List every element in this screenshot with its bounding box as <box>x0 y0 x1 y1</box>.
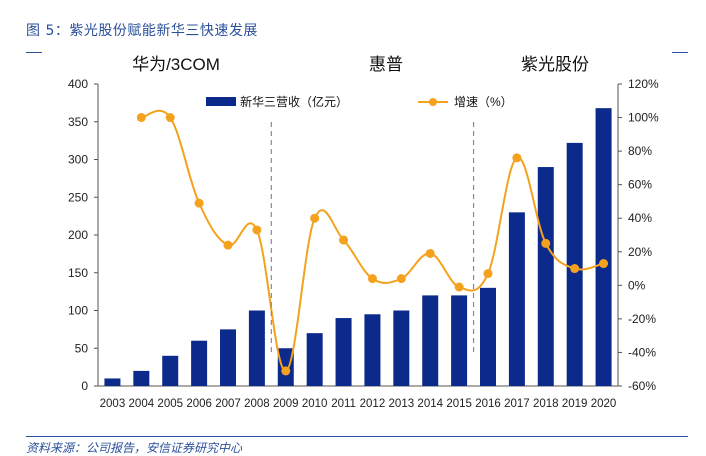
footer-rule <box>26 436 688 437</box>
title-rule-right <box>672 52 688 53</box>
revenue-bar <box>364 314 381 386</box>
revenue-bar <box>133 370 150 386</box>
growth-point <box>512 153 522 163</box>
title-rule <box>26 52 42 53</box>
y-right-tick-label: 60% <box>628 178 652 192</box>
y-right-tick-label: 120% <box>628 77 659 91</box>
x-tick-label: 2014 <box>417 398 443 410</box>
era-label: 惠普 <box>369 55 403 74</box>
annotations: 华为/3COM 惠普 紫光股份 <box>132 55 589 352</box>
line-series <box>136 109 609 376</box>
x-tick-label: 2003 <box>100 398 126 410</box>
growth-point <box>454 282 464 292</box>
growth-point <box>281 366 291 376</box>
growth-point <box>165 113 175 123</box>
x-tick-label: 2008 <box>244 398 270 410</box>
revenue-bar <box>162 355 179 386</box>
x-tick-label: 2004 <box>129 398 155 410</box>
y-left-tick-label: 100 <box>68 304 88 318</box>
x-tick-label: 2016 <box>475 398 501 410</box>
era-label: 紫光股份 <box>521 55 589 74</box>
x-tick-label: 2019 <box>562 398 588 410</box>
y-left-tick-label: 350 <box>68 115 88 129</box>
revenue-bar <box>537 167 554 386</box>
growth-point <box>194 198 204 208</box>
growth-point <box>599 259 609 269</box>
revenue-bar <box>422 295 439 386</box>
revenue-bar <box>104 378 121 386</box>
bar-series <box>104 108 612 386</box>
y-right-tick-label: -20% <box>628 312 656 326</box>
y-right-tick-label: -40% <box>628 345 656 359</box>
revenue-bar <box>306 333 323 386</box>
y-left-tick-label: 150 <box>68 266 88 280</box>
growth-point <box>310 213 320 223</box>
y-left-tick-label: 400 <box>68 77 88 91</box>
growth-point <box>396 274 406 284</box>
revenue-bar <box>451 295 468 386</box>
x-tick-label: 2005 <box>157 398 183 410</box>
y-right-tick-label: 20% <box>628 245 652 259</box>
x-tick-label: 2013 <box>389 398 415 410</box>
figure-title: 图 5：紫光股份赋能新华三快速发展 <box>26 23 258 39</box>
x-tick-label: 2012 <box>360 398 386 410</box>
growth-point <box>367 274 377 284</box>
y-right-tick-label: -60% <box>628 379 656 393</box>
legend-bar-label: 新华三营收（亿元） <box>240 94 348 109</box>
x-tick-label: 2020 <box>591 398 617 410</box>
revenue-bar <box>220 329 236 386</box>
chart-axes: 0 50 100 150 200 250 300 350 400 -60% -40% -20% 0% 20… <box>68 77 659 410</box>
growth-point <box>339 235 349 245</box>
x-tick-label: 2006 <box>186 398 212 410</box>
legend-line-marker <box>429 98 437 106</box>
legend: 新华三营收（亿元） 增速（%） <box>206 94 513 109</box>
era-label: 华为/3COM <box>132 55 220 74</box>
y-right-tick-label: 100% <box>628 111 659 125</box>
revenue-bar <box>191 340 208 386</box>
revenue-bar <box>248 310 265 386</box>
y-right-tick-label: 80% <box>628 144 652 158</box>
revenue-bar <box>480 287 496 386</box>
growth-point <box>136 113 146 123</box>
growth-point <box>483 269 493 279</box>
x-tick-label: 2015 <box>446 398 472 410</box>
y-left-tick-label: 200 <box>68 228 88 242</box>
revenue-bar <box>595 108 612 386</box>
y-right-tick-label: 40% <box>628 211 652 225</box>
legend-line-label: 增速（%） <box>454 95 513 109</box>
y-left-tick-label: 0 <box>81 379 88 393</box>
revenue-bar <box>393 310 410 386</box>
growth-point <box>541 238 551 248</box>
growth-point <box>570 264 580 274</box>
revenue-bar <box>508 212 525 386</box>
y-left-tick-label: 250 <box>68 190 88 204</box>
legend-bar-swatch <box>206 97 236 106</box>
x-tick-label: 2007 <box>215 398 241 410</box>
source-note: 资料来源：公司报告，安信证券研究中心 <box>26 441 243 455</box>
revenue-bar <box>335 318 352 386</box>
y-left-tick-label: 300 <box>68 153 88 167</box>
x-tick-label: 2011 <box>331 398 356 410</box>
y-left-tick-label: 50 <box>75 341 89 355</box>
x-tick-label: 2010 <box>302 398 328 410</box>
x-tick-label: 2009 <box>273 398 299 410</box>
x-tick-label: 2018 <box>533 398 559 410</box>
y-right-tick-label: 0% <box>628 278 646 292</box>
x-tick-label: 2017 <box>504 398 530 410</box>
growth-point <box>425 248 435 258</box>
growth-point <box>252 225 262 235</box>
growth-point <box>223 240 233 250</box>
